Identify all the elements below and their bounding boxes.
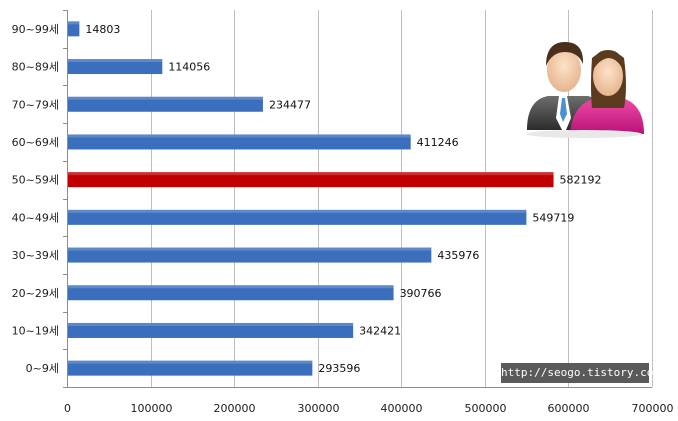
category-label: 40~49세 (12, 211, 59, 224)
bar-highlight (68, 247, 432, 251)
data-label: 14803 (85, 23, 120, 36)
bar-highlight (68, 134, 411, 138)
watermark-url: http://seogo.tistory.com (501, 363, 660, 383)
data-label: 342421 (359, 324, 401, 337)
axes (63, 10, 652, 388)
category-label: 30~39세 (12, 249, 59, 262)
bar (68, 96, 263, 112)
category-label: 50~59세 (12, 174, 59, 187)
bar (68, 21, 80, 37)
data-label: 582192 (560, 174, 602, 187)
bar-highlight (68, 285, 394, 289)
bar-highlight (68, 209, 527, 213)
x-tick-label: 500000 (465, 402, 507, 415)
data-labels: 14803 114056 234477 411246 582192 549719 43597… (85, 23, 601, 375)
bar-highlight (68, 172, 554, 176)
bar-highlight (68, 360, 313, 364)
x-tick-label: 0 (64, 402, 71, 415)
man-and-woman-users-icon (526, 42, 644, 138)
bar (68, 322, 354, 338)
bar-highlight (68, 96, 263, 100)
bar (68, 209, 527, 225)
x-tick-label: 600000 (548, 402, 590, 415)
x-tick-labels: 0 100000 200000 300000 400000 500000 600000 700… (64, 402, 674, 415)
bar (68, 247, 432, 263)
x-tick-label: 200000 (214, 402, 256, 415)
category-label: 70~79세 (12, 98, 59, 111)
category-label: 20~29세 (12, 287, 59, 300)
data-label: 234477 (269, 98, 311, 111)
bar (68, 285, 394, 301)
x-tick-label: 400000 (381, 402, 423, 415)
bar (68, 59, 163, 75)
x-tick-label: 300000 (298, 402, 340, 415)
category-labels: 90~99세 80~89세 70~79세 60~69세 50~59세 40~49세 30~3… (12, 23, 59, 375)
x-tick-label: 100000 (131, 402, 173, 415)
bar-highlight (68, 59, 163, 63)
category-label: 10~19세 (12, 324, 59, 337)
bar (68, 360, 313, 376)
bars (68, 21, 554, 376)
category-label: 80~89세 (12, 61, 59, 74)
data-label: 549719 (532, 211, 574, 224)
bar-highlight (68, 21, 80, 25)
bar (68, 172, 554, 188)
category-label: 90~99세 (12, 23, 59, 36)
category-label: 60~69세 (12, 136, 59, 149)
category-label: 0~9세 (26, 362, 59, 375)
data-label: 411246 (417, 136, 459, 149)
x-tick-label: 700000 (632, 402, 674, 415)
data-label: 390766 (400, 287, 442, 300)
bar-highlight (68, 322, 354, 326)
bar (68, 134, 411, 150)
data-label: 293596 (318, 362, 360, 375)
data-label: 114056 (168, 61, 210, 74)
data-label: 435976 (437, 249, 479, 262)
